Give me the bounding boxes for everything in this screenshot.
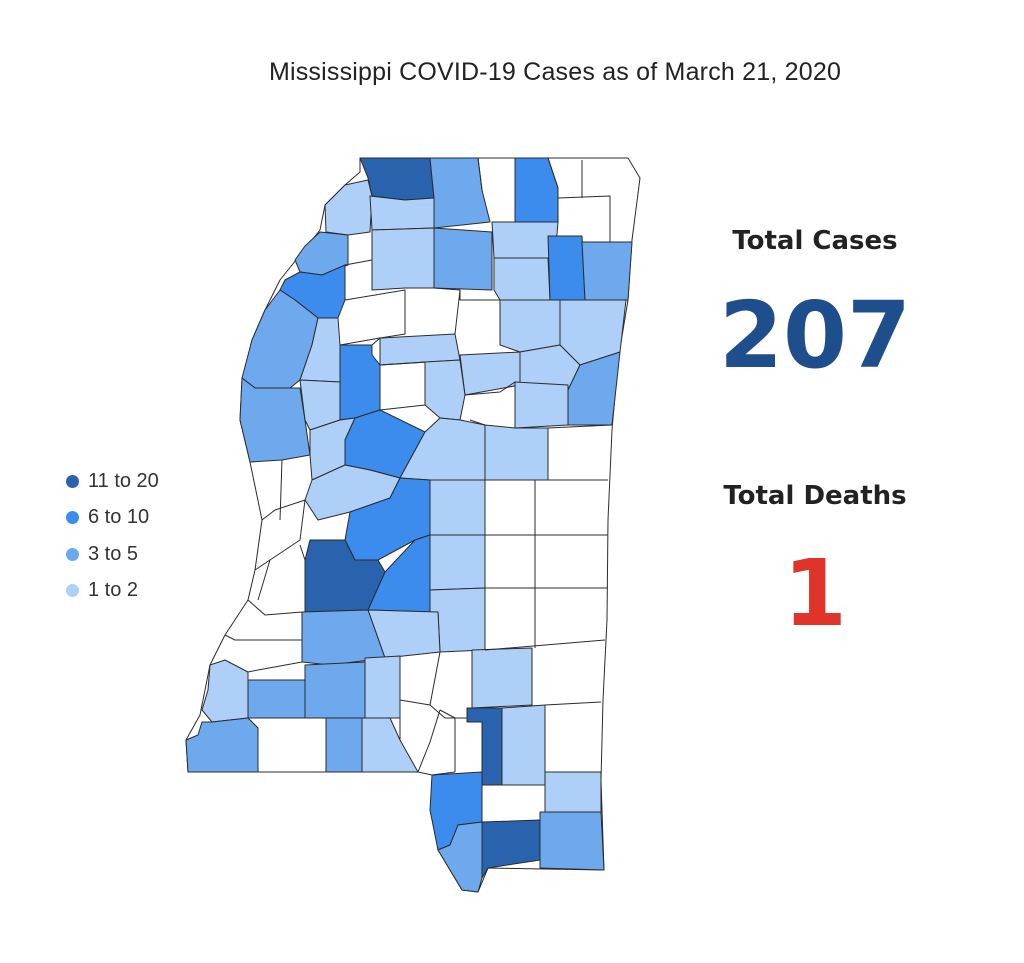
legend-label: 11 to 20 (88, 469, 159, 492)
county-mid (185, 717, 259, 773)
legend-swatch (66, 547, 79, 561)
county-blue (514, 157, 559, 223)
county-light (364, 655, 401, 719)
legend-item-1-to-2: 1 to 2 (66, 573, 159, 610)
total-cases-value: 207 (718, 282, 912, 389)
map-title: Mississippi COVID-19 Cases as of March 2… (268, 58, 842, 86)
legend-swatch (66, 584, 79, 598)
county-blue (547, 235, 586, 301)
county-mid (304, 661, 366, 719)
county-mid (247, 679, 306, 719)
map-legend: 11 to 20 6 to 10 3 to 5 1 to 2 (66, 463, 159, 609)
county-light (499, 299, 561, 353)
legend-label: 1 to 2 (88, 579, 139, 602)
legend-item-11-to-20: 11 to 20 (66, 463, 159, 500)
county-dark (481, 819, 541, 879)
county-light (371, 227, 435, 291)
legend-label: 6 to 10 (88, 506, 150, 529)
legend-swatch (66, 511, 79, 525)
legend-item-3-to-5: 3 to 5 (66, 536, 159, 573)
county-mid (433, 227, 493, 291)
county-light (324, 179, 373, 236)
total-cases-label: Total Cases (732, 226, 898, 256)
county-light (484, 424, 549, 481)
total-deaths-label: Total Deaths (723, 481, 907, 511)
county-light (514, 381, 569, 429)
legend-label: 3 to 5 (88, 542, 139, 565)
county-light (429, 479, 486, 536)
county-mid (239, 377, 311, 463)
county-mid (301, 609, 386, 666)
county-light (544, 771, 602, 813)
county-mid (567, 351, 621, 426)
county-light (361, 717, 419, 773)
county-light (369, 195, 435, 231)
legend-swatch (66, 474, 79, 488)
county-mid (325, 717, 363, 773)
county-boundaries (224, 157, 613, 776)
county-light (501, 704, 546, 786)
legend-item-6-to-10: 6 to 10 (66, 500, 159, 537)
county-light (429, 534, 486, 591)
county-light (493, 257, 551, 301)
county-light (471, 647, 533, 709)
total-deaths-value: 1 (782, 540, 847, 647)
county-mid (539, 811, 605, 871)
county-mid (581, 241, 633, 301)
